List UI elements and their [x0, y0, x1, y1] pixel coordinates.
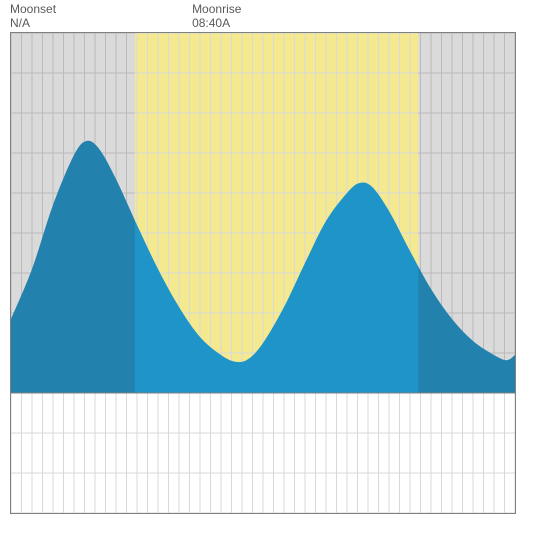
moonrise-label: Moonrise — [192, 2, 241, 16]
moonrise-value: 08:40A — [192, 16, 230, 30]
top-labels: Moonset N/A Moonrise 08:40A — [0, 0, 550, 30]
chart-svg — [11, 33, 515, 513]
moonset-label: Moonset — [10, 2, 56, 16]
moonset-value: N/A — [10, 16, 30, 30]
tide-chart: 9876543210-1-2-3 1a2a3a4a5a6a7a8a9a10111… — [10, 32, 516, 514]
